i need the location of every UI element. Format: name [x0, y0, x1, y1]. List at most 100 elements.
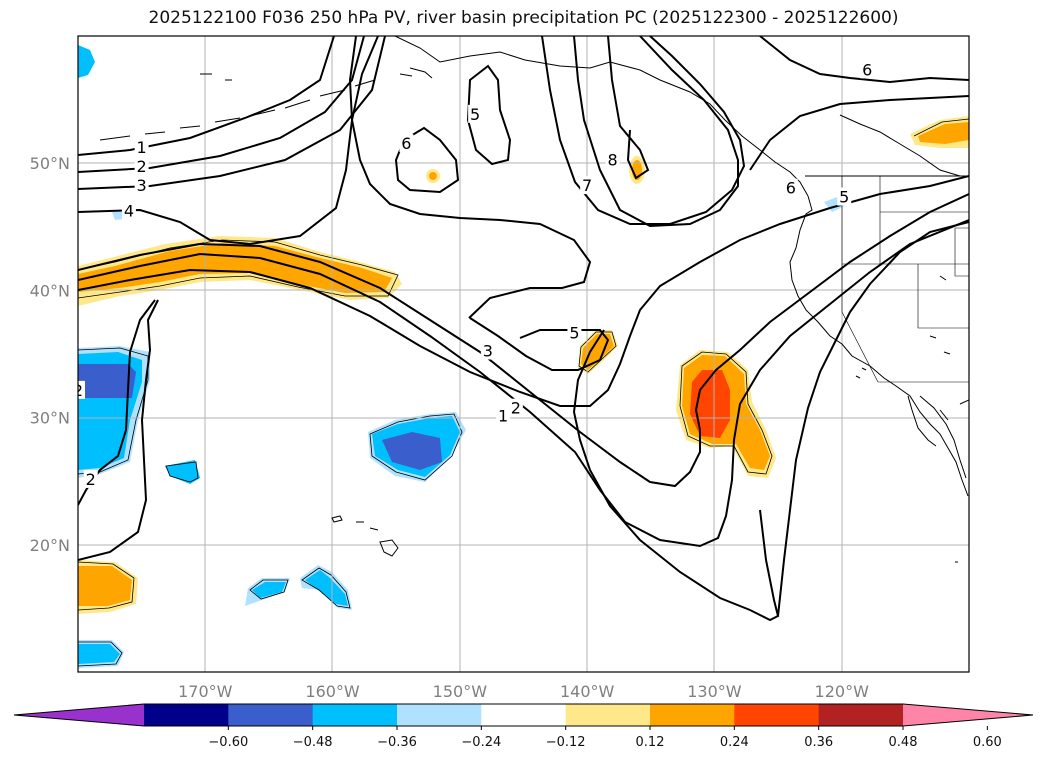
lat-label: 20°N — [30, 536, 70, 555]
lon-label: 170°W — [178, 682, 233, 701]
contour-label: 3 — [483, 341, 493, 360]
contour-label: 7 — [582, 176, 592, 195]
pv-contours — [78, 36, 969, 622]
shade-red-e — [690, 370, 730, 438]
pv-contour-5-closed — [469, 317, 610, 371]
pv-contour-7 — [541, 36, 746, 225]
pv-contour-4 — [78, 36, 379, 246]
colorbar-segment — [565, 704, 651, 726]
colorbar-tick-label: −0.24 — [461, 735, 501, 750]
contour-label-bg — [134, 176, 149, 195]
aleutians — [99, 79, 376, 141]
coastlines — [99, 36, 969, 563]
shade-small-orange2-core — [429, 172, 437, 180]
contour-label-bg — [78, 380, 85, 399]
pv-contour-6c — [759, 36, 969, 84]
contour-label-bg — [605, 150, 620, 169]
contour-label: 6 — [862, 60, 872, 79]
pv-contour-outer — [348, 36, 592, 319]
colorbar-segment — [734, 704, 820, 726]
contour-label-bg — [121, 201, 136, 220]
gridlines — [78, 36, 969, 672]
contour-label: 3 — [137, 176, 147, 195]
colorbar-tick-label: 0.36 — [804, 735, 833, 750]
contour-label-bg — [567, 323, 582, 342]
lon-label: 150°W — [433, 682, 488, 701]
contour-label-bg — [783, 178, 798, 197]
baja-coast — [919, 395, 969, 479]
contour-label-bg — [480, 341, 495, 360]
colorbar-tick-label: 0.48 — [889, 735, 918, 750]
contour-label-bg — [468, 104, 483, 123]
contour-label: 8 — [608, 151, 618, 170]
shade-orange-band — [78, 243, 392, 293]
colorbar-tick-label: 0.12 — [636, 735, 665, 750]
longitude-labels: 170°W 160°W 150°W 140°W 130°W 120°W — [178, 682, 869, 701]
lat-label: 50°N — [30, 154, 70, 173]
pv-contour-5a — [466, 64, 512, 166]
colorbar-tick-label: −0.60 — [208, 735, 248, 750]
contour-label: 2 — [137, 157, 147, 176]
pv-contour-1b — [78, 219, 969, 548]
contour-label: 6 — [786, 179, 796, 198]
contour-label: 5 — [470, 105, 480, 124]
contour-label: 5 — [569, 324, 579, 343]
pv-contour-5d — [777, 221, 969, 617]
contour-label: 5 — [839, 188, 849, 207]
colorbar: −0.60 −0.48 −0.36 −0.24 −0.12 0.12 0.24 0.36 0.4… — [13, 703, 1034, 750]
hawaii — [331, 515, 399, 557]
contour-label: 1 — [498, 406, 508, 425]
map-title: 2025122100 F036 250 hPa PV, river basin … — [148, 8, 899, 28]
map-frame — [77, 35, 970, 673]
shade-cyan-bl — [78, 644, 120, 664]
shade-cyan-small5 — [305, 570, 348, 606]
contour-label-bg — [496, 406, 511, 425]
lon-label: 160°W — [305, 682, 360, 701]
shade-cyan-small1 — [165, 460, 200, 484]
colorbar-tick-label: −0.36 — [377, 735, 417, 750]
colorbar-segment — [650, 704, 735, 726]
contour-label-bg — [508, 398, 523, 417]
contour-label-bg — [83, 469, 98, 488]
west-coast — [789, 195, 969, 497]
pv-contour-6b — [573, 36, 739, 228]
shade-blue-west — [78, 364, 136, 398]
colorbar-tick-label: 0.24 — [720, 735, 749, 750]
shade-cyan-small3 — [252, 582, 286, 598]
colorbar-tick-label: 0.60 — [973, 735, 1002, 750]
contour-label-bg — [860, 60, 875, 79]
colorbar-segment — [228, 704, 314, 726]
colorbar-extend-min — [14, 704, 144, 726]
contour-label: 2 — [86, 470, 96, 489]
lon-label: 130°W — [687, 682, 742, 701]
pv-contour-6d — [749, 95, 969, 171]
pv-contour-2 — [78, 36, 365, 173]
colorbar-segment — [397, 704, 482, 726]
bc-inner — [839, 114, 961, 177]
shade-orange-tr — [918, 122, 969, 144]
colorbar-outline — [13, 703, 1034, 727]
lat-label: 30°N — [30, 409, 70, 428]
colorbar-segment — [312, 704, 398, 726]
shade-blue-central — [382, 432, 442, 470]
shade-cyan-topleft — [78, 45, 95, 78]
contour-label: 2 — [511, 399, 521, 418]
contour-label-bg — [134, 157, 149, 176]
colorbar-segment — [818, 704, 904, 726]
pv-contour-3b — [78, 175, 969, 407]
alaska-coast — [394, 36, 809, 197]
colorbar-segment — [481, 704, 567, 726]
latitude-labels: 50°N 40°N 30°N 20°N — [30, 154, 70, 555]
state-borders — [841, 176, 969, 383]
colorbar-tick-label: −0.48 — [293, 735, 333, 750]
contour-label-bg — [580, 176, 595, 195]
lat-label: 40°N — [30, 281, 70, 300]
pv-contour-8 — [607, 36, 650, 180]
contour-label-bg — [134, 137, 149, 156]
pv-contour-2b — [78, 193, 969, 488]
contour-label: 2 — [73, 381, 83, 400]
pv-contour-1 — [78, 36, 335, 156]
pv-contour-3 — [78, 36, 386, 190]
